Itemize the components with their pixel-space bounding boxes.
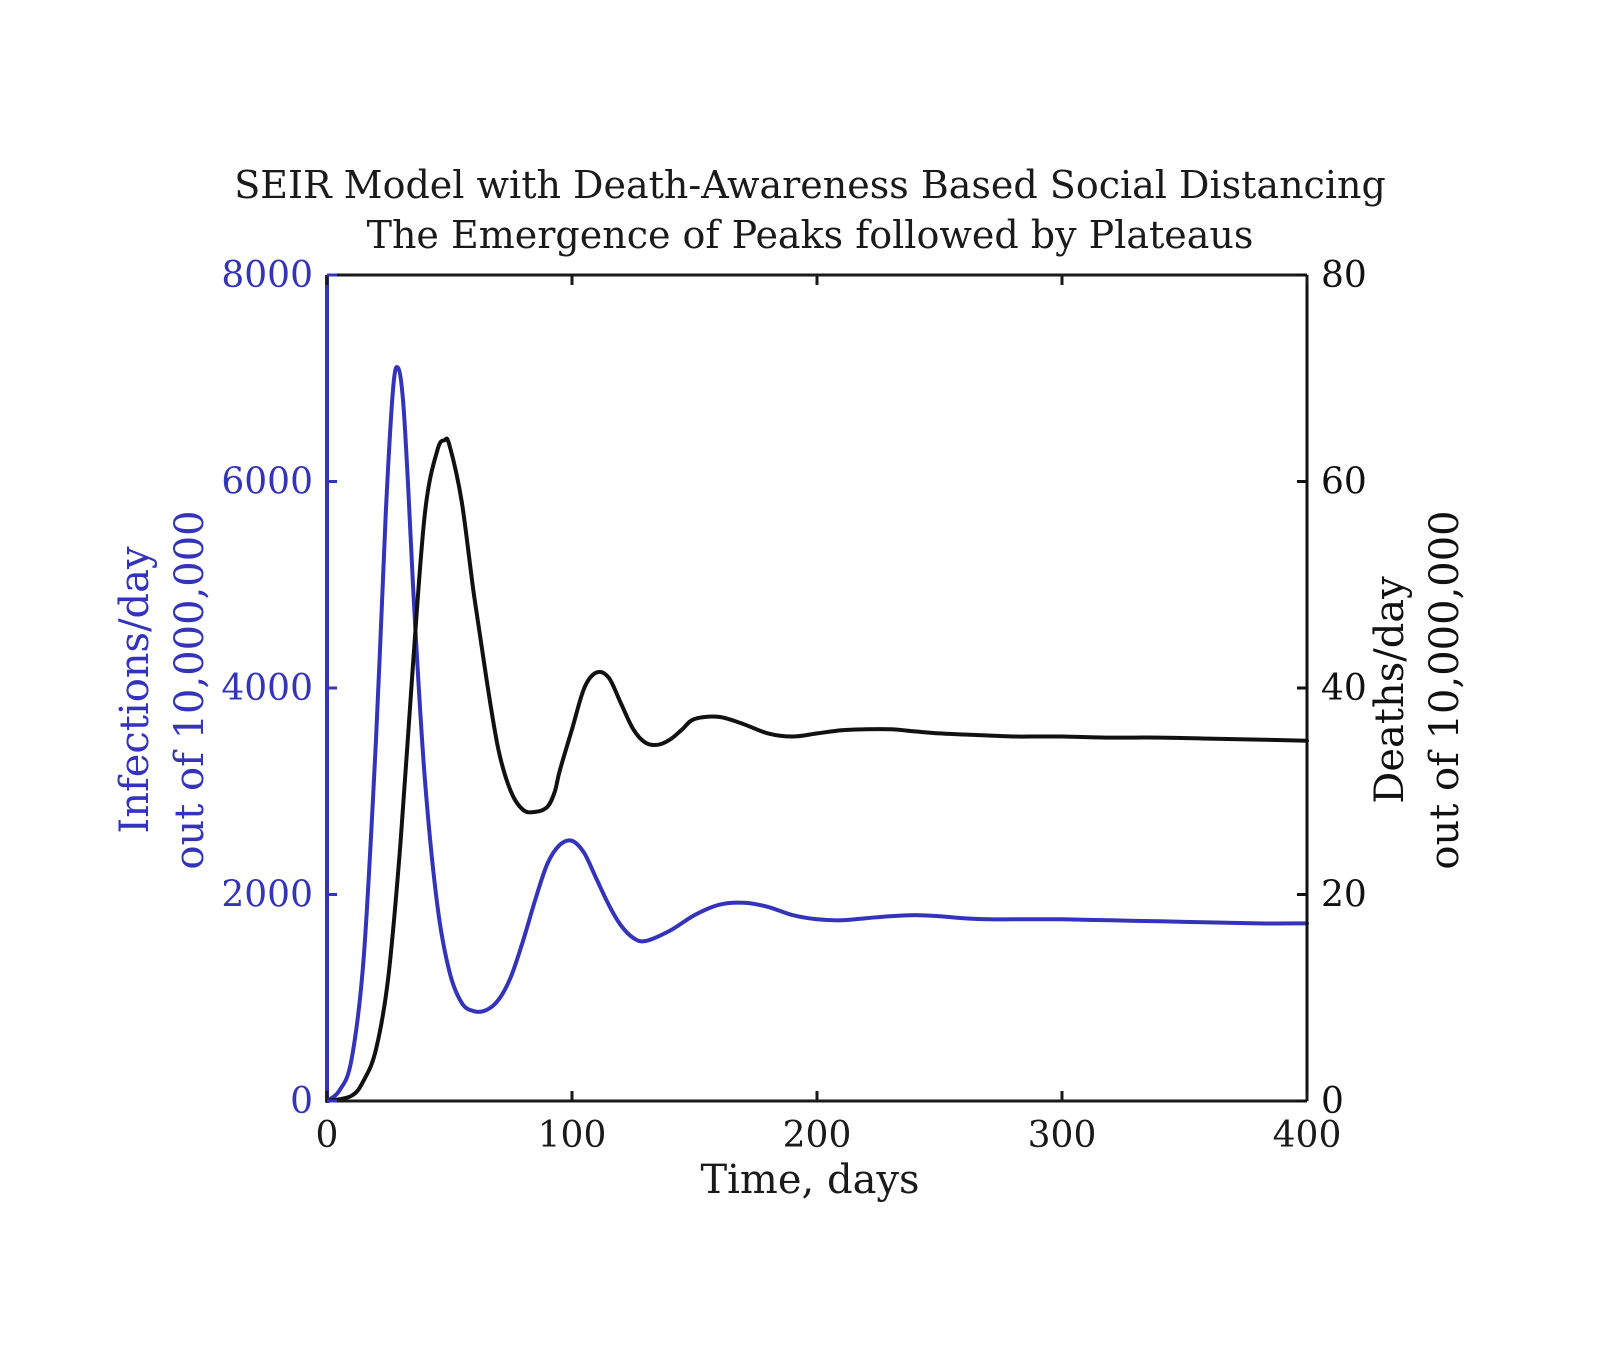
left-y-tick-label: 8000 <box>221 255 313 296</box>
x-tick-label: 0 <box>316 1115 339 1156</box>
right-y-tick-label: 40 <box>1321 668 1367 709</box>
infections-series-line <box>325 365 1309 1103</box>
x-tick-label: 300 <box>1028 1115 1097 1156</box>
right-y-axis-label-line-1: Deaths/day <box>1367 576 1413 804</box>
chart-title-line-1: SEIR Model with Death-Awareness Based So… <box>234 163 1386 207</box>
x-axis-label: Time, days <box>700 1157 919 1203</box>
left-y-tick-label: 0 <box>290 1081 313 1122</box>
chart-title: SEIR Model with Death-Awareness Based So… <box>234 163 1386 257</box>
left-y-axis-label-line-1: Infections/day <box>112 546 158 834</box>
x-tick-label: 100 <box>538 1115 607 1156</box>
chart-title-line-2: The Emergence of Peaks followed by Plate… <box>367 213 1254 257</box>
left-y-axis-label-line-2: out of 10,000,000 <box>167 510 213 869</box>
right-y-tick-label: 80 <box>1321 255 1367 296</box>
deaths-series-line <box>325 436 1309 1103</box>
right-y-tick-label: 0 <box>1321 1081 1344 1122</box>
left-y-axis-label: Infections/day out of 10,000,000 <box>112 510 213 869</box>
right-y-tick-label: 60 <box>1321 462 1367 503</box>
x-tick-label: 400 <box>1273 1115 1342 1156</box>
left-y-tick-label: 6000 <box>221 462 313 503</box>
right-y-axis-label: Deaths/day out of 10,000,000 <box>1367 510 1468 869</box>
right-y-tick-label: 20 <box>1321 875 1367 916</box>
left-y-tick-label: 4000 <box>221 668 313 709</box>
left-y-tick-label: 2000 <box>221 875 313 916</box>
right-y-axis-label-line-2: out of 10,000,000 <box>1422 510 1468 869</box>
x-tick-label: 200 <box>783 1115 852 1156</box>
